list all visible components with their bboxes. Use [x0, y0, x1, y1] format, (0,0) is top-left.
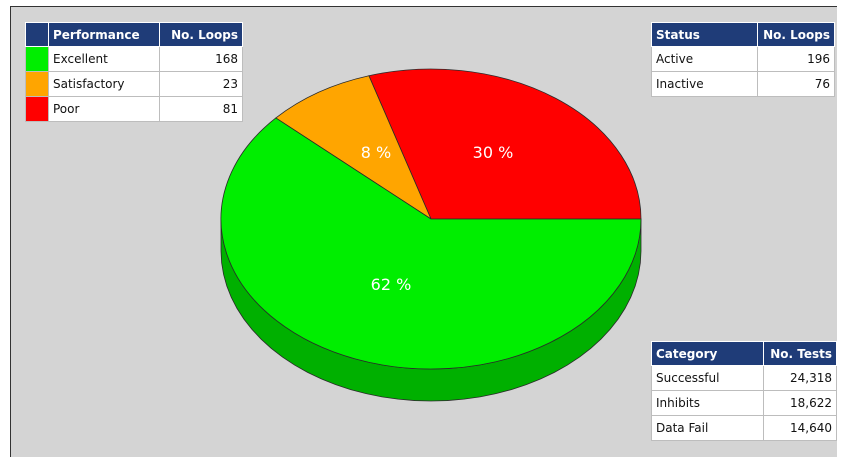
- category-header-label: Category: [651, 341, 764, 366]
- table-row: Active 196: [651, 46, 835, 72]
- row-label: Active: [651, 46, 758, 72]
- row-label: Inactive: [651, 71, 758, 97]
- row-value: 81: [159, 96, 243, 122]
- table-row: Poor 81: [25, 96, 243, 122]
- poor-swatch: [25, 96, 49, 122]
- performance-table: Performance No. Loops Excellent 168 Sati…: [25, 22, 243, 122]
- table-row: Inhibits 18,622: [651, 390, 837, 416]
- row-value: 168: [159, 46, 243, 72]
- performance-header-label: Performance: [48, 22, 160, 47]
- performance-header-value: No. Loops: [159, 22, 243, 47]
- row-label: Successful: [651, 365, 764, 391]
- row-value: 18,622: [763, 390, 837, 416]
- category-table: Category No. Tests Successful 24,318 Inh…: [651, 341, 837, 441]
- satisfactory-slice: [275, 75, 432, 221]
- status-header-value: No. Loops: [757, 22, 835, 47]
- poor-slice: [368, 68, 642, 220]
- status-header-row: Status No. Loops: [651, 22, 835, 47]
- satisfactory-percent-label: 8 %: [361, 143, 391, 162]
- category-header-value: No. Tests: [763, 341, 837, 366]
- row-label: Data Fail: [651, 415, 764, 441]
- table-row: Inactive 76: [651, 71, 835, 97]
- table-row: Satisfactory 23: [25, 71, 243, 97]
- status-header-label: Status: [651, 22, 758, 47]
- row-value: 23: [159, 71, 243, 97]
- excellent-percent-label: 62 %: [371, 275, 412, 294]
- category-header-row: Category No. Tests: [651, 341, 837, 366]
- row-value: 24,318: [763, 365, 837, 391]
- satisfactory-swatch: [25, 71, 49, 97]
- excellent-slice: [220, 117, 642, 370]
- row-label: Inhibits: [651, 390, 764, 416]
- table-row: Successful 24,318: [651, 365, 837, 391]
- row-label: Excellent: [48, 46, 160, 72]
- table-row: Data Fail 14,640: [651, 415, 837, 441]
- row-label: Poor: [48, 96, 160, 122]
- status-table: Status No. Loops Active 196 Inactive 76: [651, 22, 835, 97]
- row-value: 76: [757, 71, 835, 97]
- row-value: 196: [757, 46, 835, 72]
- table-row: Excellent 168: [25, 46, 243, 72]
- row-label: Satisfactory: [48, 71, 160, 97]
- row-value: 14,640: [763, 415, 837, 441]
- chart-panel: 30 % 8 % 62 % Performance No. Loops Excell…: [10, 6, 837, 457]
- poor-percent-label: 30 %: [473, 143, 514, 162]
- performance-header-row: Performance No. Loops: [25, 22, 243, 47]
- excellent-swatch: [25, 46, 49, 72]
- pie-chart: 30 % 8 % 62 %: [220, 68, 642, 402]
- swatch-header-cell: [25, 22, 49, 47]
